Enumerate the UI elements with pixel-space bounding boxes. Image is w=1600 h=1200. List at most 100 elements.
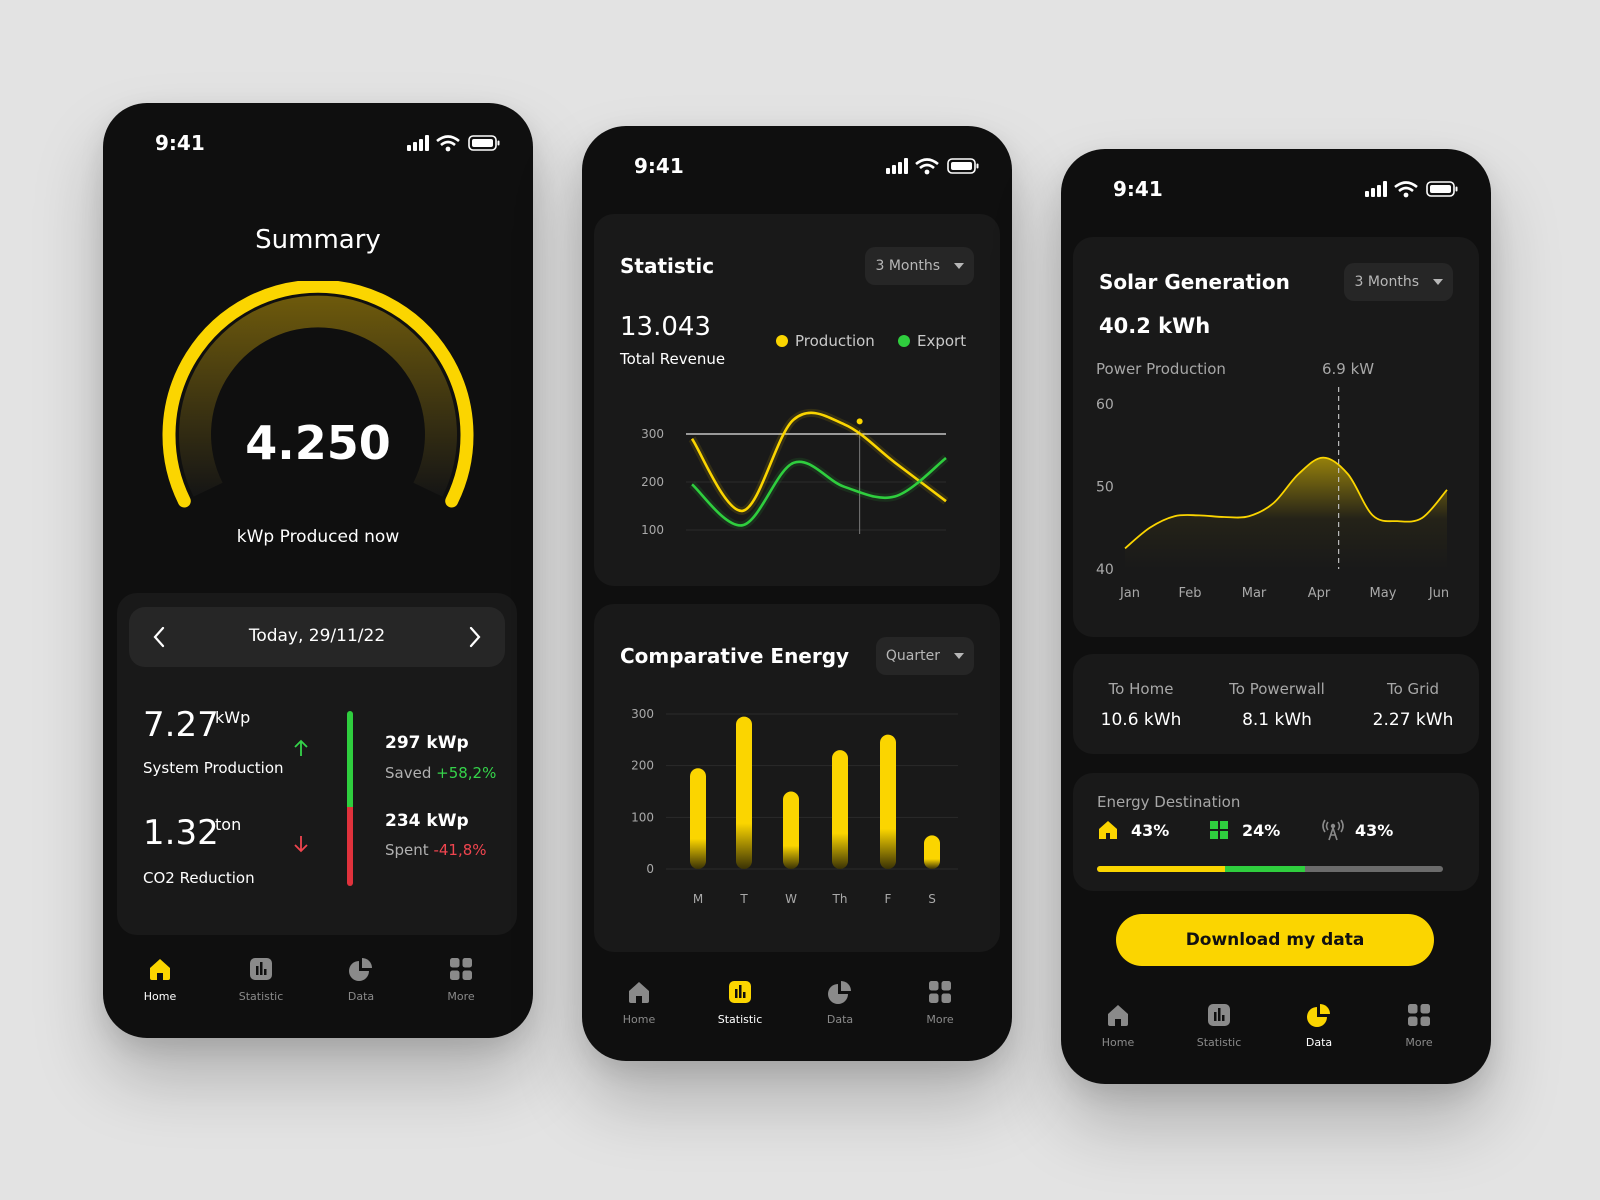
solar-title: Solar Generation (1099, 270, 1290, 294)
saved-row: Saved +58,2% (385, 764, 496, 782)
y-tick-label: 60 (1096, 397, 1114, 413)
home-icon (1099, 821, 1117, 839)
y-tick-label: 200 (631, 759, 654, 773)
saved-value: 297 kWp (385, 733, 469, 753)
nav-home[interactable]: Home (1073, 1002, 1163, 1049)
nav-data-label: Data (826, 1013, 854, 1026)
system-production-unit: kWp (215, 708, 251, 727)
dest-home-value: 43% (1131, 821, 1170, 840)
nav-more[interactable]: More (895, 979, 985, 1026)
spent-value: 234 kWp (385, 811, 469, 831)
statistic-title: Statistic (620, 254, 715, 278)
destination-progress-bar (1097, 866, 1443, 872)
nav-data-label: Data (1305, 1036, 1333, 1049)
comparative-range-dropdown[interactable]: Quarter (875, 637, 974, 675)
system-production-label: System Production (143, 759, 284, 777)
date-label: Today, 29/11/22 (248, 626, 386, 646)
x-tick-label: T (739, 892, 748, 906)
nav-statistic[interactable]: Statistic (216, 956, 306, 1003)
caret-down-icon (954, 263, 964, 269)
statistic-icon (1208, 1004, 1230, 1026)
statistic-line-chart: 100 200 300 (641, 408, 949, 537)
gauge-caption: kWp Produced now (236, 527, 400, 547)
gauge-value: 4.250 (245, 416, 391, 470)
grid-icon (1408, 1004, 1430, 1026)
nav-statistic-label: Statistic (717, 1013, 763, 1026)
page-title: Summary (255, 225, 381, 255)
nav-more-label: More (1405, 1036, 1433, 1049)
comparative-bar-chart: 0 100 200 300 M T W Th F S (631, 707, 958, 906)
to-grid-block: To Grid 2.27 kWh (1345, 680, 1481, 730)
download-data-button[interactable]: Download my data (1116, 914, 1434, 966)
y-tick-label: 100 (631, 810, 654, 824)
y-tick-label: 40 (1096, 562, 1114, 578)
dest-grid-value: 43% (1355, 821, 1394, 840)
to-powerwall-label: To Powerwall (1229, 680, 1325, 698)
total-revenue-label: Total Revenue (620, 350, 726, 368)
bar-T (736, 716, 752, 869)
co2-reduction-label: CO2 Reduction (143, 869, 255, 887)
spent-label: Spent (385, 841, 429, 859)
statistic-card: Statistic 3 Months 13.043 Total Revenue … (594, 214, 1000, 586)
x-tick-label: F (885, 892, 892, 906)
nav-statistic[interactable]: Statistic (695, 979, 785, 1026)
destination-solar-segment (1225, 866, 1305, 872)
arrow-up-icon (294, 739, 308, 756)
x-tick-label: Mar (1242, 586, 1267, 601)
x-tick-label: S (928, 892, 936, 906)
y-tick-label: 200 (641, 475, 664, 489)
chevron-right-icon[interactable] (467, 623, 483, 651)
nav-home-label: Home (143, 990, 177, 1003)
energy-split-card: To Home 10.6 kWh To Powerwall 8.1 kWh To… (1073, 654, 1479, 754)
legend-production-label: Production (795, 332, 875, 350)
comparative-card: Comparative Energy Quarter 0 100 200 300 M T W… (594, 604, 1000, 952)
nav-statistic[interactable]: Statistic (1174, 1002, 1264, 1049)
nav-statistic-label: Statistic (238, 990, 284, 1003)
solar-area-chart: 40 50 60 Jan Feb Mar Apr May Jun (1096, 387, 1449, 601)
nav-data[interactable]: Data (316, 956, 406, 1003)
solar-range-dropdown[interactable]: 3 Months (1344, 263, 1453, 301)
nav-more[interactable]: More (1374, 1002, 1464, 1049)
pie-chart-icon (1307, 1004, 1330, 1027)
nav-data[interactable]: Data (795, 979, 885, 1026)
legend-export: Export (898, 332, 966, 350)
status-bar: 9:41 (582, 126, 1012, 206)
to-grid-value: 2.27 kWh (1372, 710, 1454, 730)
series-line-export (691, 456, 947, 527)
co2-reduction-value: 1.32 (143, 813, 219, 853)
nav-home[interactable]: Home (594, 979, 684, 1026)
arrow-down-icon (294, 836, 308, 853)
nav-data[interactable]: Data (1274, 1002, 1364, 1049)
area-line (1124, 456, 1448, 550)
to-powerwall-block: To Powerwall 8.1 kWh (1209, 680, 1345, 730)
status-icons (1365, 181, 1458, 198)
bar-W (783, 791, 799, 869)
statistic-range-dropdown[interactable]: 3 Months (865, 247, 974, 285)
legend-export-label: Export (917, 332, 967, 350)
home-icon (150, 959, 170, 980)
status-time: 9:41 (634, 154, 684, 178)
nav-home[interactable]: Home (115, 956, 205, 1003)
grid-icon (450, 958, 472, 980)
comparative-title: Comparative Energy (620, 644, 850, 668)
series-glow (688, 408, 949, 515)
bar-Th (832, 750, 848, 869)
bottom-nav: Home Statistic Data More (103, 938, 533, 1038)
summary-card: Today, 29/11/22 7.27 kWp System Producti… (117, 593, 517, 935)
hover-point (856, 418, 863, 425)
system-production-value: 7.27 (143, 705, 219, 745)
x-tick-label: Apr (1308, 586, 1331, 601)
nav-statistic-label: Statistic (1196, 1036, 1242, 1049)
area-fill (1125, 457, 1447, 569)
nav-home-label: Home (1101, 1036, 1135, 1049)
nav-more[interactable]: More (416, 956, 506, 1003)
saved-label: Saved (385, 764, 432, 782)
bottom-nav: Home Statistic Data More (1061, 984, 1491, 1084)
x-tick-label: May (1370, 586, 1397, 601)
chevron-left-icon[interactable] (151, 623, 167, 651)
pie-chart-icon (828, 981, 851, 1004)
y-tick-label: 0 (646, 862, 654, 876)
legend-production: Production (776, 332, 875, 350)
co2-reduction-unit: ton (215, 815, 242, 834)
to-home-value: 10.6 kWh (1100, 710, 1182, 730)
